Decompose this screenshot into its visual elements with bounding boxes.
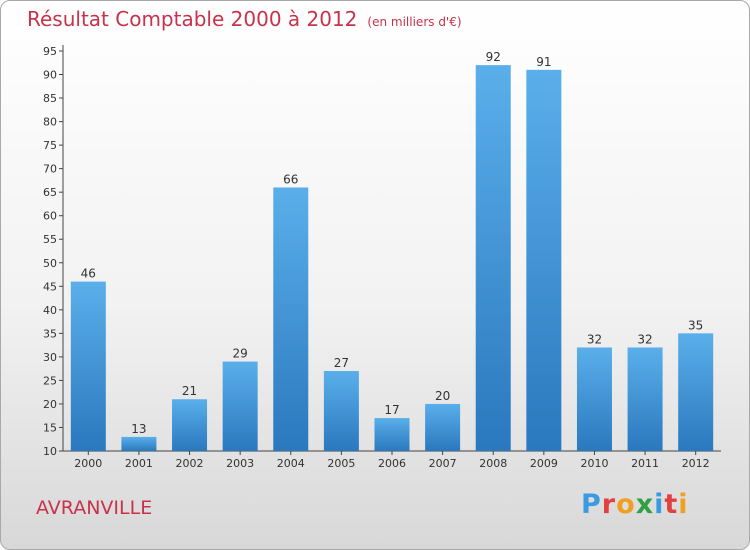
y-tick-label-10: 10: [43, 445, 57, 458]
y-tick-label-90: 90: [43, 69, 57, 82]
y-tick-label-15: 15: [43, 421, 57, 434]
value-label-2007: 20: [435, 389, 450, 403]
y-tick-label-80: 80: [43, 116, 57, 129]
bar-2012: [678, 333, 714, 451]
x-tick-label-2004: 2004: [277, 457, 305, 470]
y-tick-label-70: 70: [43, 163, 57, 176]
value-label-2009: 91: [536, 55, 551, 69]
x-tick-label-2006: 2006: [378, 457, 406, 470]
y-tick-label-75: 75: [43, 139, 57, 152]
bar-2006: [374, 418, 410, 451]
y-tick-label-60: 60: [43, 210, 57, 223]
y-tick-label-25: 25: [43, 374, 57, 387]
y-tick-label-40: 40: [43, 304, 57, 317]
bar-2004: [273, 187, 309, 451]
x-tick-label-2008: 2008: [479, 457, 507, 470]
logo-letter: t: [664, 489, 679, 520]
chart-title: Résultat Comptable 2000 à 2012: [27, 7, 358, 31]
value-label-2003: 29: [233, 347, 248, 361]
y-tick-label-65: 65: [43, 186, 57, 199]
value-label-2006: 17: [384, 403, 399, 417]
label-layer: 46 13 21 29 66 27 17 20 92 91 32 32 35: [81, 50, 704, 436]
x-tick-label-2010: 2010: [580, 457, 608, 470]
x-tick-label-2002: 2002: [176, 457, 204, 470]
bar-2000: [70, 281, 106, 451]
bar-2010: [576, 347, 612, 451]
x-tick-label-2005: 2005: [327, 457, 355, 470]
value-label-2000: 46: [81, 267, 96, 281]
logo-letter: P: [581, 489, 602, 520]
bar-2002: [172, 399, 208, 451]
x-tick-label-2000: 2000: [74, 457, 102, 470]
logo-letter: x: [635, 489, 655, 520]
y-tick-label-20: 20: [43, 398, 57, 411]
bar-2009: [526, 69, 562, 451]
x-tick-label-2003: 2003: [226, 457, 254, 470]
value-label-2008: 92: [486, 50, 501, 64]
x-tick-label-2011: 2011: [631, 457, 659, 470]
y-tick-label-50: 50: [43, 257, 57, 270]
value-label-2011: 32: [637, 332, 652, 346]
value-label-2004: 66: [283, 172, 298, 186]
chart-unit: (en milliers d'€): [367, 15, 462, 29]
value-label-2001: 13: [131, 422, 146, 436]
logo-letter: i: [678, 489, 689, 520]
y-tick-label-85: 85: [43, 92, 57, 105]
town-name: AVRANVILLE: [36, 497, 153, 519]
x-tick-label-2007: 2007: [429, 457, 457, 470]
bar-2005: [323, 371, 359, 451]
bar-2007: [425, 403, 461, 451]
value-label-2005: 27: [334, 356, 349, 370]
proxiti-logo[interactable]: Proxiti: [581, 489, 689, 520]
y-tick-label-95: 95: [43, 45, 57, 58]
axis-layer: 10 15 20 25 30 35 40 45 50 55 60 65 70 75 80 85 90 95 2000…: [43, 45, 721, 470]
bar-2003: [222, 361, 258, 451]
x-tick-label-2012: 2012: [682, 457, 710, 470]
y-tick-label-30: 30: [43, 351, 57, 364]
bar-2001: [121, 436, 157, 451]
y-tick-label-55: 55: [43, 233, 57, 246]
bar-2011: [627, 347, 663, 451]
bar-2008: [475, 65, 511, 451]
y-tick-label-35: 35: [43, 327, 57, 340]
logo-letter: r: [601, 489, 617, 520]
y-tick-label-45: 45: [43, 280, 57, 293]
value-label-2002: 21: [182, 384, 197, 398]
value-label-2010: 32: [587, 332, 602, 346]
title-row: Résultat Comptable 2000 à 2012 (en millie…: [27, 7, 462, 31]
x-tick-label-2009: 2009: [530, 457, 558, 470]
value-label-2012: 35: [688, 318, 703, 332]
x-tick-label-2001: 2001: [125, 457, 153, 470]
logo-letter: i: [654, 489, 665, 520]
bar-layer: [70, 65, 714, 451]
logo-letter: o: [616, 489, 636, 520]
